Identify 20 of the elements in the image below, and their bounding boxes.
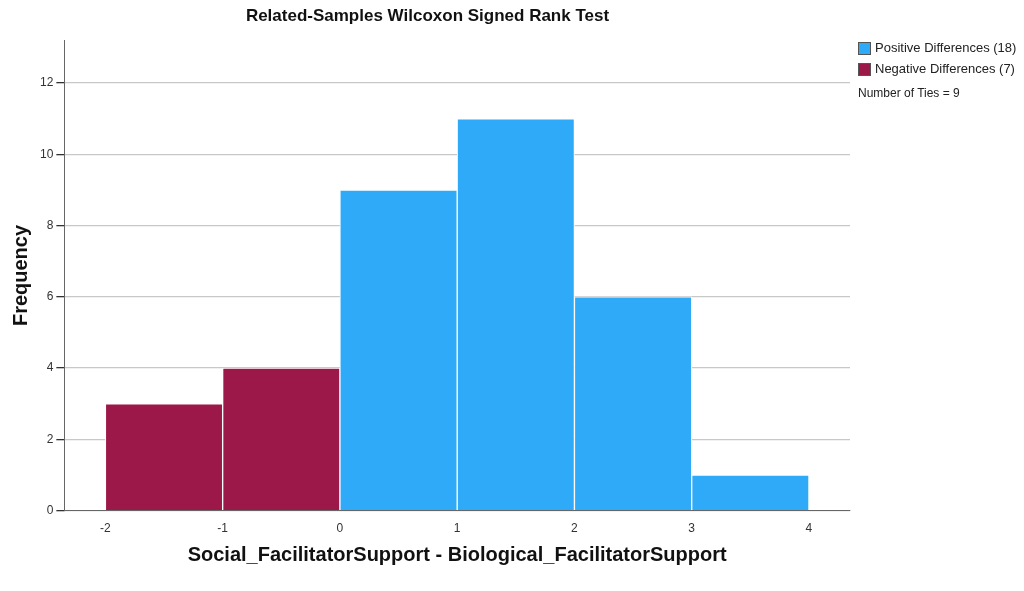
x-tick-label: 1 bbox=[453, 521, 461, 536]
y-tick-label: 8 bbox=[46, 217, 54, 232]
y-tick-label: 2 bbox=[46, 431, 54, 446]
x-axis-title: Social_FacilitatorSupport - Biological_FacilitatorSupport bbox=[187, 542, 727, 565]
legend-label: Negative Differences (7) bbox=[875, 61, 1015, 76]
x-tick-label: 3 bbox=[688, 521, 696, 536]
y-tick-label: 6 bbox=[46, 289, 54, 304]
y-tick-label: 4 bbox=[46, 360, 54, 375]
text: Number of Ties = 9 bbox=[858, 86, 961, 100]
x-tick-label: 0 bbox=[336, 521, 344, 536]
x-tick-label: -2 bbox=[100, 521, 112, 536]
y-tick-label: 12 bbox=[39, 75, 54, 90]
x-tick-label: -1 bbox=[217, 521, 229, 536]
y-tick-label: 0 bbox=[46, 502, 54, 517]
x-tick-label: 2 bbox=[571, 521, 579, 536]
x-tick-label: 4 bbox=[805, 521, 813, 536]
legend-label: Positive Differences (18) bbox=[875, 40, 1017, 55]
y-tick-label: 10 bbox=[39, 146, 54, 161]
y-axis-title: Frequency bbox=[8, 224, 31, 327]
chart-title: Related-Samples Wilcoxon Signed Rank Test bbox=[245, 5, 610, 25]
